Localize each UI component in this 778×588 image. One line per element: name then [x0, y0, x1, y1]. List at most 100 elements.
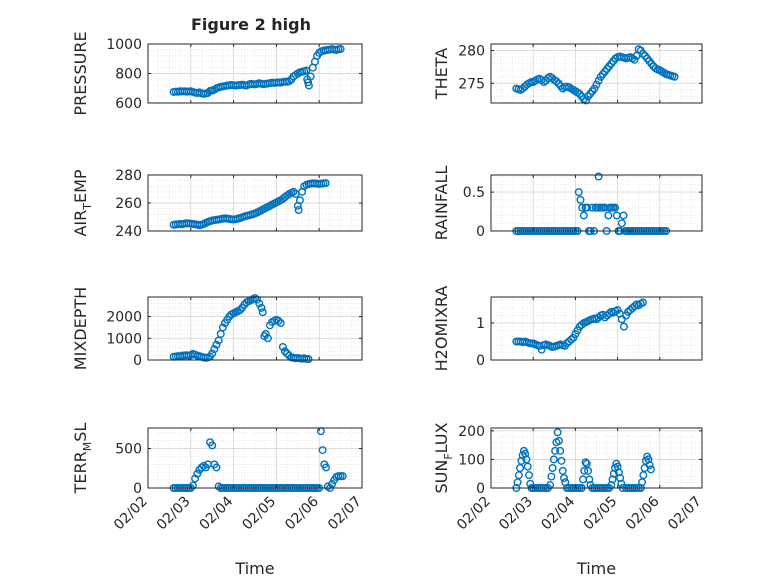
- data-point: [549, 455, 558, 464]
- data-point: [212, 340, 221, 349]
- x-axis-label: Time: [234, 559, 274, 578]
- axes-box: [490, 174, 703, 232]
- data-point: [558, 466, 567, 475]
- data-point: [338, 472, 347, 481]
- data-point: [552, 77, 561, 86]
- data-point: [304, 355, 313, 364]
- data-point: [611, 203, 620, 212]
- y-tick-label: 100: [458, 452, 485, 468]
- data-point: [551, 446, 560, 455]
- data-point: [276, 319, 285, 328]
- data-point: [592, 80, 601, 89]
- data-point: [537, 345, 546, 354]
- data-point: [556, 446, 565, 455]
- data-point: [590, 84, 599, 93]
- y-axis-label: THETA: [432, 48, 451, 100]
- data-point: [670, 72, 679, 81]
- data-point: [513, 478, 522, 487]
- data-point: [638, 478, 647, 487]
- y-tick-label: 800: [115, 67, 142, 83]
- axes-box: [490, 43, 703, 104]
- data-point: [280, 347, 289, 356]
- plot-area: [148, 297, 362, 360]
- data-point: [638, 49, 647, 58]
- data-point: [639, 471, 648, 480]
- data-point: [514, 471, 523, 480]
- data-point: [619, 322, 628, 331]
- data-point: [285, 351, 294, 360]
- y-tick-label: 260: [115, 196, 142, 212]
- axes-box: [490, 296, 703, 361]
- data-point: [638, 298, 647, 307]
- y-tick-label: 500: [115, 442, 142, 458]
- y-axis-label: MIXDEPTH: [71, 287, 90, 370]
- data-point: [588, 203, 597, 212]
- panel-h2omixra: 0 1 H2OMIXRA: [432, 286, 703, 372]
- data-point: [278, 342, 287, 351]
- data-point: [289, 187, 298, 196]
- data-point: [295, 196, 304, 205]
- data-point: [524, 471, 533, 480]
- panel-air-temp: 240 260 280 AIRTEMP: [71, 168, 363, 240]
- y-tick-label: 0: [476, 224, 485, 240]
- data-point: [576, 195, 585, 204]
- y-axis-label-air-temp: AIRTEMP: [71, 169, 94, 236]
- data-point: [619, 211, 628, 220]
- panel-pressure: 600 800 1000 PRESSURE: [71, 31, 363, 116]
- data-point: [617, 219, 626, 228]
- data-point: [255, 299, 264, 308]
- data-point: [322, 463, 331, 472]
- y-tick-label: 275: [458, 76, 485, 92]
- data-point: [579, 211, 588, 220]
- data-point: [522, 455, 531, 464]
- y-tick-label: 1000: [106, 37, 142, 53]
- data-point: [560, 474, 569, 483]
- data-point: [594, 172, 603, 181]
- data-point: [582, 459, 591, 468]
- data-point: [646, 465, 655, 474]
- data-point: [584, 466, 593, 475]
- data-point: [304, 81, 313, 90]
- plot-area: [491, 297, 702, 360]
- data-point: [258, 308, 267, 317]
- data-point: [583, 203, 592, 212]
- y-tick-label: 0: [133, 481, 142, 497]
- data-point: [516, 464, 525, 473]
- data-point: [263, 334, 272, 343]
- data-point: [547, 472, 556, 481]
- y-tick-label: 0: [476, 481, 485, 497]
- data-point: [212, 463, 221, 472]
- data-point: [236, 306, 245, 315]
- data-point: [318, 446, 327, 455]
- y-tick-label: 280: [115, 168, 142, 184]
- axes-box: [147, 296, 363, 361]
- y-tick-label: 1: [476, 316, 485, 332]
- data-point: [336, 45, 345, 54]
- y-axis-label: H2OMIXRA: [432, 286, 451, 372]
- panel-mixdepth: 0 1000 2000 MIXDEPTH: [71, 287, 363, 370]
- y-tick-label: 1000: [106, 331, 142, 347]
- data-point: [518, 84, 527, 93]
- y-tick-label: 200: [458, 424, 485, 440]
- data-point: [285, 77, 294, 86]
- data-point: [199, 461, 208, 470]
- panel-theta: 275 280 THETA: [432, 43, 703, 105]
- data-point: [261, 329, 270, 338]
- data-point: [645, 461, 654, 470]
- y-tick-label: 240: [115, 224, 142, 240]
- data-point: [594, 76, 603, 85]
- data-point: [617, 479, 626, 488]
- data-point: [191, 474, 200, 483]
- y-tick-label: 280: [458, 44, 485, 60]
- x-axis-label: Time: [576, 559, 616, 578]
- data-point: [257, 303, 266, 312]
- data-point: [553, 428, 562, 437]
- y-axis-label-sun-flux: SUNFLUX: [432, 422, 455, 493]
- y-tick-label: 0.5: [463, 185, 485, 201]
- data-point: [208, 441, 217, 450]
- data-point: [283, 349, 292, 358]
- data-point: [581, 458, 590, 467]
